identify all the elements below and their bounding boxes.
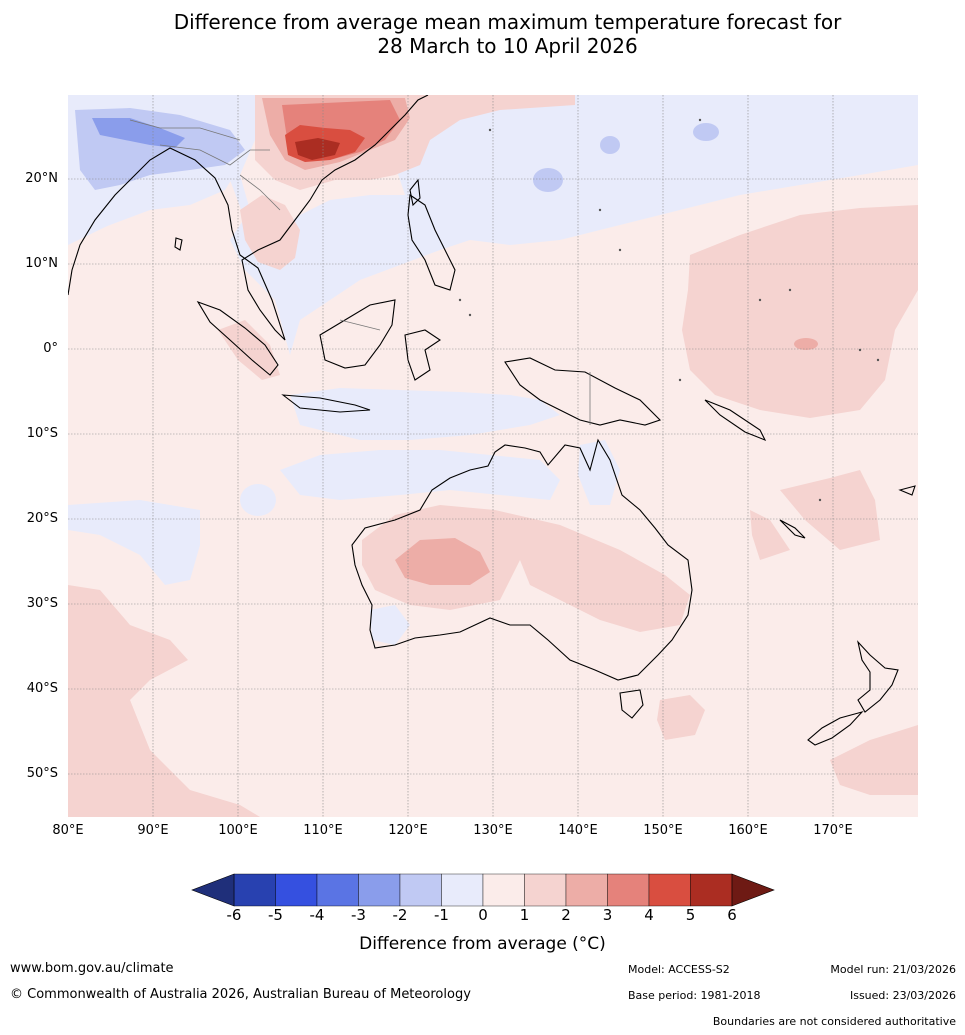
website-link[interactable]: www.bom.gov.au/climate bbox=[10, 961, 174, 976]
anomaly-cool-patch bbox=[240, 484, 276, 516]
coastline-sulawesi bbox=[404, 329, 441, 381]
model-run: Model run: 21/03/2026 bbox=[830, 963, 956, 976]
lon-label: 110°E bbox=[303, 823, 343, 838]
anomaly-cool-indonesia bbox=[290, 388, 560, 440]
small-islands bbox=[458, 118, 880, 502]
title-line-1: Difference from average mean maximum tem… bbox=[173, 10, 842, 34]
colorbar-segment bbox=[648, 873, 691, 907]
lon-label: 160°E bbox=[728, 823, 768, 838]
colorbar-over-arrow bbox=[731, 873, 775, 907]
lon-label: 140°E bbox=[558, 823, 598, 838]
lon-label: 100°E bbox=[218, 823, 258, 838]
copyright: © Commonwealth of Australia 2026, Austra… bbox=[10, 987, 471, 1002]
colorbar-tick-label: 1 bbox=[519, 906, 530, 924]
coastline-solomons bbox=[704, 399, 767, 442]
anomaly-warm-australia-1 bbox=[362, 505, 690, 632]
anomaly-warm-tasman bbox=[657, 695, 705, 740]
model: Model: ACCESS-S2 bbox=[628, 963, 730, 976]
anomaly-cool-sw-australia bbox=[370, 605, 410, 645]
colorbar-tick-label: 4 bbox=[644, 906, 654, 924]
lon-label: 150°E bbox=[643, 823, 683, 838]
lat-label: 20°S bbox=[26, 511, 58, 526]
title-line-2: 28 March to 10 April 2026 bbox=[377, 34, 638, 58]
colorbar-under-arrow bbox=[191, 873, 235, 907]
anomaly-warm-nz-east bbox=[830, 725, 918, 795]
anomaly-warm-east-pacific bbox=[780, 470, 880, 550]
coastlines bbox=[68, 95, 916, 746]
lon-label: 130°E bbox=[473, 823, 513, 838]
map-plot-area bbox=[68, 95, 918, 817]
anomaly-warm-sumatra bbox=[218, 320, 280, 380]
anomaly-warm-australia-2 bbox=[395, 538, 490, 585]
coastline-java bbox=[281, 394, 371, 413]
coastline-new-zealand-north bbox=[857, 640, 899, 713]
lon-label: 90°E bbox=[137, 823, 169, 838]
lat-label: 40°S bbox=[26, 681, 58, 696]
colorbar-segment bbox=[233, 873, 276, 907]
colorbar-tick-label: -2 bbox=[392, 906, 408, 924]
colorbar-tick-label: -6 bbox=[226, 906, 242, 924]
coastline-new-guinea bbox=[504, 357, 662, 426]
coastline-sumatra bbox=[196, 300, 279, 376]
coastline-sri-lanka bbox=[174, 237, 183, 251]
lon-label: 170°E bbox=[813, 823, 853, 838]
colorbar-segment bbox=[482, 873, 525, 907]
coastline-philippines bbox=[407, 194, 456, 291]
anomaly-cool-patch bbox=[533, 168, 563, 192]
colorbar-tick-label: -4 bbox=[309, 906, 325, 924]
anomaly-cool-patch bbox=[600, 136, 620, 154]
coastline-australia bbox=[351, 438, 693, 681]
colorbar-segment bbox=[358, 873, 401, 907]
colorbar-tick-label: 5 bbox=[685, 906, 696, 924]
colorbar-segment bbox=[565, 873, 608, 907]
borders bbox=[129, 119, 591, 425]
colorbar-tick-label: -1 bbox=[434, 906, 449, 924]
coastline-fiji bbox=[898, 485, 916, 496]
anomaly-cool-strong bbox=[92, 118, 185, 148]
base-period: Base period: 1981-2018 bbox=[628, 989, 761, 1002]
colorbar-title: Difference from average (°C) bbox=[359, 934, 606, 954]
colorbar-segment bbox=[441, 873, 484, 907]
anomaly-warm-china-5 bbox=[295, 138, 340, 160]
anomaly-warm-patch bbox=[794, 338, 818, 350]
coastline-new-caledonia bbox=[779, 519, 806, 539]
lat-label: 30°S bbox=[26, 596, 58, 611]
anomaly-cool-patch bbox=[693, 123, 719, 141]
anomaly-cool-coral bbox=[578, 440, 620, 505]
colorbar-segment bbox=[399, 873, 442, 907]
issued-date: Issued: 23/03/2026 bbox=[849, 989, 956, 1002]
anomaly-warm-fiji bbox=[750, 510, 790, 560]
coastline-borneo bbox=[319, 299, 396, 369]
colorbar-segment bbox=[275, 873, 318, 907]
lat-label: 10°S bbox=[26, 426, 58, 441]
colorbar-segment bbox=[524, 873, 567, 907]
lat-label: 0° bbox=[43, 341, 58, 356]
colorbar bbox=[191, 873, 775, 907]
anomaly-cool-southwest bbox=[68, 500, 200, 585]
colorbar-tick-label: -3 bbox=[351, 906, 366, 924]
colorbar-segment bbox=[607, 873, 650, 907]
lon-label: 80°E bbox=[52, 823, 84, 838]
disclaimer: Boundaries are not considered authoritat… bbox=[712, 1015, 956, 1028]
graticule bbox=[68, 95, 918, 817]
colorbar-tick-label: 0 bbox=[478, 906, 488, 924]
colorbar-tick-label: -5 bbox=[268, 906, 283, 924]
coastline-tasmania bbox=[619, 689, 644, 719]
lat-label: 50°S bbox=[26, 766, 58, 781]
coastline-taiwan bbox=[409, 178, 421, 207]
colorbar-tick-label: 6 bbox=[727, 906, 737, 924]
colorbar-segment bbox=[690, 873, 733, 907]
anomaly-warm-southern-ocean bbox=[68, 585, 260, 817]
lon-label: 120°E bbox=[388, 823, 428, 838]
lat-label: 20°N bbox=[25, 171, 58, 186]
colorbar-tick-label: 3 bbox=[602, 906, 613, 924]
coastline-asia bbox=[68, 95, 429, 341]
colorbar-segment bbox=[316, 873, 359, 907]
coastline-new-zealand-south bbox=[807, 710, 864, 746]
colorbar-tick-label: 2 bbox=[561, 906, 571, 924]
lat-label: 10°N bbox=[25, 256, 58, 271]
anomaly-warm-pacific bbox=[682, 205, 918, 418]
map-title: Difference from average mean maximum tem… bbox=[0, 10, 965, 58]
